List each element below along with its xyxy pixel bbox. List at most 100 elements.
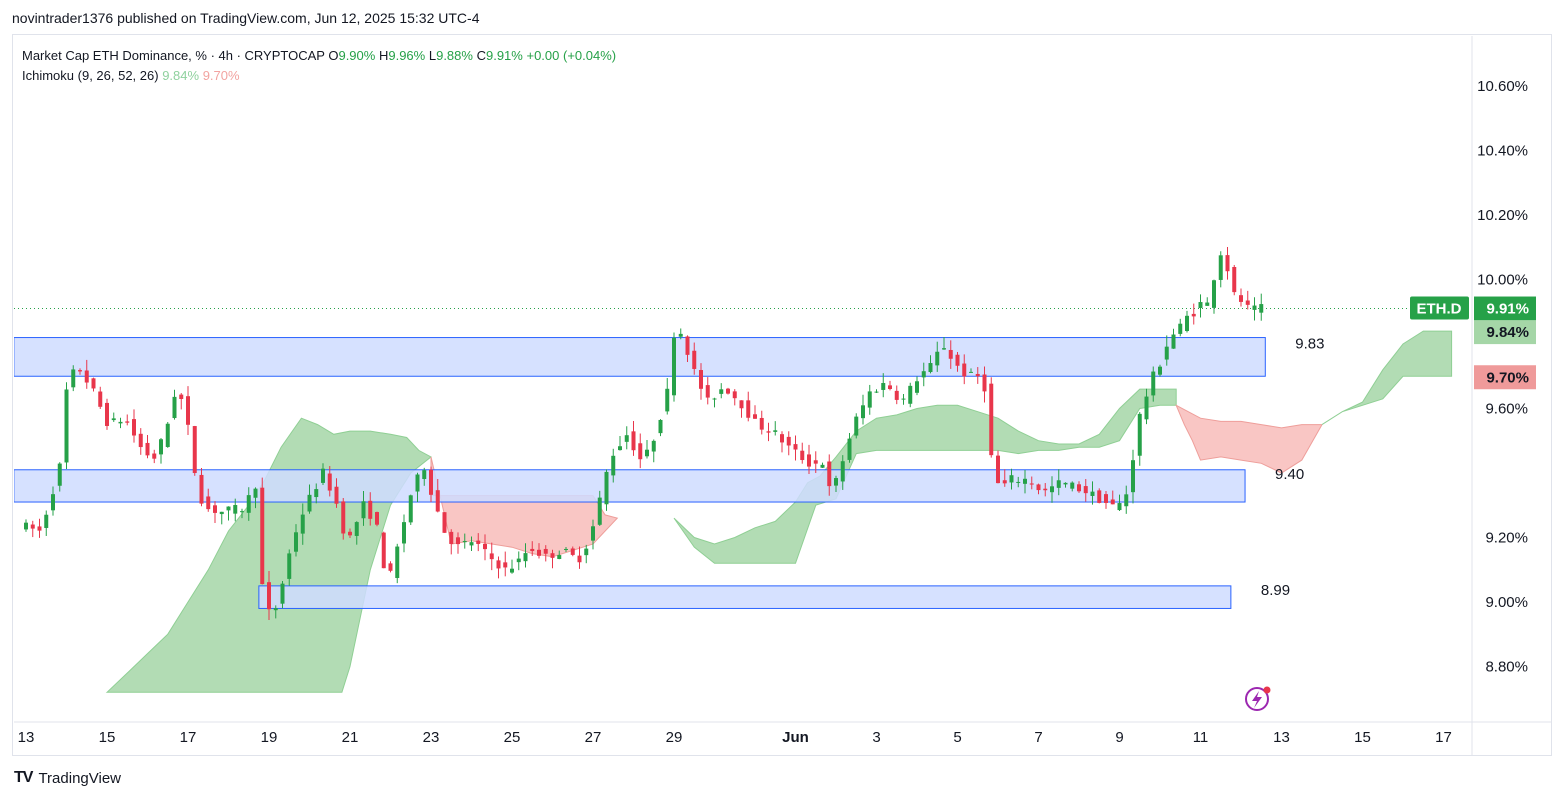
candle[interactable]	[1144, 388, 1149, 425]
candle[interactable]	[300, 503, 305, 545]
candle[interactable]	[118, 417, 123, 429]
symbol-legend-row[interactable]: Market Cap ETH Dominance, % · 4h · CRYPT…	[22, 46, 616, 66]
candle[interactable]	[739, 400, 744, 418]
candle[interactable]	[233, 498, 238, 522]
candle[interactable]	[726, 387, 730, 395]
candle[interactable]	[402, 514, 406, 553]
candle[interactable]	[584, 544, 589, 564]
candle[interactable]	[246, 487, 251, 521]
candle[interactable]	[280, 580, 285, 609]
candle[interactable]	[1259, 293, 1264, 321]
candle[interactable]	[1218, 251, 1223, 288]
candle[interactable]	[1252, 297, 1257, 321]
candle[interactable]	[321, 463, 325, 486]
candle[interactable]	[1178, 318, 1183, 337]
candle[interactable]	[658, 419, 663, 437]
candle[interactable]	[975, 367, 980, 384]
candle[interactable]	[253, 487, 258, 509]
candle[interactable]	[624, 426, 629, 450]
candle[interactable]	[800, 442, 805, 464]
candle[interactable]	[30, 520, 35, 538]
candle[interactable]	[307, 484, 312, 514]
candle[interactable]	[287, 549, 292, 586]
candle[interactable]	[847, 433, 852, 463]
candle[interactable]	[240, 508, 244, 519]
candle[interactable]	[44, 510, 49, 536]
candle[interactable]	[172, 389, 177, 420]
candle[interactable]	[1036, 483, 1041, 495]
candle[interactable]	[753, 405, 757, 419]
candle[interactable]	[874, 389, 879, 394]
candle[interactable]	[557, 550, 562, 560]
candle[interactable]	[921, 362, 926, 387]
candle[interactable]	[334, 478, 339, 508]
candle[interactable]	[820, 462, 825, 469]
candle[interactable]	[719, 383, 724, 399]
candle[interactable]	[732, 389, 737, 406]
candle[interactable]	[699, 363, 703, 400]
candle[interactable]	[705, 377, 710, 405]
candle[interactable]	[145, 434, 150, 459]
alert-lightning-icon[interactable]	[1245, 686, 1271, 711]
candle[interactable]	[71, 365, 76, 392]
candle[interactable]	[1083, 479, 1088, 502]
candle[interactable]	[1002, 469, 1007, 487]
candle[interactable]	[199, 467, 204, 507]
candle[interactable]	[597, 490, 602, 526]
candle[interactable]	[1097, 488, 1102, 504]
candle[interactable]	[564, 547, 568, 553]
candle[interactable]	[1070, 481, 1075, 492]
candle[interactable]	[948, 340, 953, 369]
candle[interactable]	[213, 501, 217, 524]
candle[interactable]	[901, 394, 906, 405]
candle[interactable]	[638, 433, 643, 469]
candle[interactable]	[665, 378, 670, 415]
candle[interactable]	[1239, 288, 1243, 307]
candle[interactable]	[543, 545, 548, 562]
candle[interactable]	[294, 524, 298, 557]
candle[interactable]	[1245, 290, 1250, 310]
candle[interactable]	[712, 397, 717, 408]
candle[interactable]	[57, 462, 62, 492]
zone-box-3[interactable]	[258, 585, 1232, 609]
candle[interactable]	[415, 472, 420, 502]
candle[interactable]	[37, 518, 42, 538]
candle[interactable]	[469, 536, 474, 552]
candle[interactable]	[186, 386, 190, 436]
candle[interactable]	[827, 454, 832, 496]
candle[interactable]	[915, 376, 919, 396]
candle[interactable]	[84, 359, 89, 389]
candle[interactable]	[91, 377, 96, 392]
candle[interactable]	[766, 422, 771, 442]
candle[interactable]	[462, 533, 467, 549]
candle[interactable]	[577, 546, 582, 569]
candle[interactable]	[165, 422, 170, 448]
candle[interactable]	[570, 546, 575, 557]
candle[interactable]	[442, 512, 447, 533]
candle[interactable]	[955, 352, 960, 372]
candle[interactable]	[854, 413, 859, 439]
candle[interactable]	[206, 488, 211, 512]
candle[interactable]	[685, 335, 690, 362]
candle[interactable]	[604, 469, 609, 511]
candle[interactable]	[807, 444, 811, 475]
candle[interactable]	[894, 385, 899, 405]
candle[interactable]	[1191, 303, 1196, 325]
candle[interactable]	[786, 431, 791, 456]
candle[interactable]	[516, 551, 521, 571]
candle[interactable]	[672, 332, 676, 402]
candle[interactable]	[969, 368, 973, 373]
candle[interactable]	[260, 477, 265, 585]
candle[interactable]	[1205, 297, 1210, 306]
candle[interactable]	[273, 605, 278, 619]
candle[interactable]	[179, 393, 184, 410]
candle[interactable]	[503, 551, 508, 577]
indicator-legend-row[interactable]: Ichimoku (9, 26, 52, 26) 9.84% 9.70%	[22, 66, 616, 86]
candle[interactable]	[1110, 490, 1115, 505]
candle[interactable]	[354, 521, 359, 545]
candle[interactable]	[395, 543, 400, 584]
candle[interactable]	[746, 391, 751, 422]
candle[interactable]	[834, 475, 838, 492]
candle[interactable]	[591, 519, 595, 550]
